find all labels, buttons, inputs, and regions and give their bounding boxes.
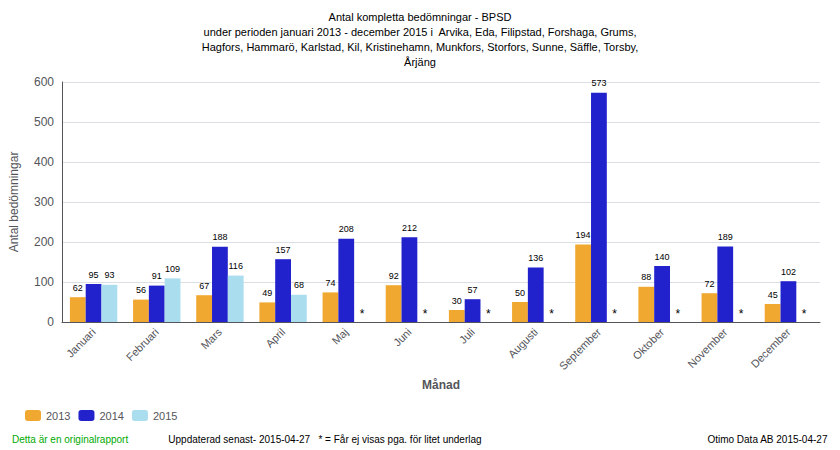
svg-text:56: 56	[136, 285, 146, 295]
svg-text:*: *	[549, 307, 554, 321]
svg-text:49: 49	[262, 288, 272, 298]
svg-text:91: 91	[152, 271, 162, 281]
svg-text:500: 500	[34, 115, 54, 129]
svg-text:Maj: Maj	[329, 326, 350, 347]
svg-text:Månad: Månad	[422, 378, 460, 392]
svg-text:December: December	[748, 326, 793, 371]
svg-text:Mars: Mars	[198, 325, 224, 351]
svg-text:72: 72	[704, 279, 714, 289]
svg-text:30: 30	[452, 296, 462, 306]
svg-text:Juli: Juli	[457, 326, 477, 346]
svg-text:208: 208	[339, 224, 354, 234]
svg-text:Årjäng: Årjäng	[404, 56, 436, 68]
svg-text:102: 102	[781, 267, 796, 277]
svg-text:under perioden januari 2013 -: under perioden januari 2013 - december 2…	[204, 26, 637, 38]
svg-text:194: 194	[576, 230, 591, 240]
svg-text:Juni: Juni	[391, 326, 414, 349]
svg-text:Otimo Data AB 2015-04-27: Otimo Data AB 2015-04-27	[707, 434, 828, 445]
svg-text:November: November	[685, 326, 730, 371]
svg-text:300: 300	[34, 195, 54, 209]
svg-text:2013: 2013	[46, 410, 70, 422]
svg-text:April: April	[263, 326, 287, 350]
svg-text:109: 109	[165, 264, 180, 274]
svg-text:*: *	[423, 307, 428, 321]
svg-text:2015: 2015	[153, 410, 177, 422]
svg-text:140: 140	[655, 252, 670, 262]
svg-text:88: 88	[641, 272, 651, 282]
svg-text:95: 95	[89, 270, 99, 280]
svg-text:Januari: Januari	[64, 326, 98, 360]
svg-text:September: September	[557, 326, 604, 373]
svg-text:116: 116	[229, 261, 243, 271]
svg-text:Hagfors, Hammarö, Karlstad, Ki: Hagfors, Hammarö, Karlstad, Kil, Kristin…	[202, 41, 639, 53]
svg-text:600: 600	[34, 75, 54, 89]
svg-text:Augusti: Augusti	[506, 326, 540, 360]
svg-text:Antal bedömningar: Antal bedömningar	[7, 152, 21, 253]
svg-text:67: 67	[199, 281, 209, 291]
svg-text:45: 45	[768, 290, 778, 300]
svg-text:573: 573	[591, 78, 606, 88]
svg-text:57: 57	[468, 285, 478, 295]
svg-text:400: 400	[34, 155, 54, 169]
svg-text:Oktober: Oktober	[630, 326, 666, 362]
svg-text:188: 188	[212, 232, 227, 242]
svg-text:Februari: Februari	[124, 326, 161, 363]
svg-text:212: 212	[402, 223, 417, 233]
svg-text:50: 50	[515, 288, 525, 298]
svg-text:*: *	[612, 307, 617, 321]
svg-text:Detta är en originalrapport: Detta är en originalrapport	[12, 434, 128, 445]
svg-text:68: 68	[294, 280, 304, 290]
svg-text:*: *	[802, 307, 807, 321]
svg-text:100: 100	[34, 275, 54, 289]
svg-text:92: 92	[389, 271, 399, 281]
svg-text:136: 136	[528, 253, 543, 263]
svg-text:62: 62	[73, 283, 83, 293]
svg-text:0: 0	[47, 315, 54, 329]
svg-text:200: 200	[34, 235, 54, 249]
svg-text:2014: 2014	[99, 410, 123, 422]
svg-text:157: 157	[276, 245, 291, 255]
svg-text:74: 74	[325, 278, 335, 288]
svg-text:*: *	[676, 307, 681, 321]
svg-text:189: 189	[718, 232, 733, 242]
svg-text:*: *	[739, 307, 744, 321]
svg-text:Antal kompletta bedömningar -: Antal kompletta bedömningar - BPSD	[329, 11, 512, 23]
svg-text:*: *	[360, 307, 365, 321]
svg-text:*: *	[486, 307, 491, 321]
svg-text:Uppdaterad senast- 2015-04-27: Uppdaterad senast- 2015-04-27 * = Får ej…	[160, 434, 482, 445]
svg-text:93: 93	[104, 270, 114, 280]
